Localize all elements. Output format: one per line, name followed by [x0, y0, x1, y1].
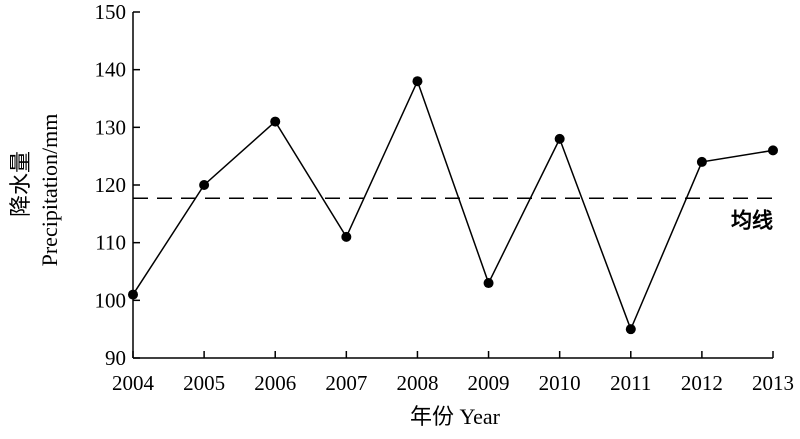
x-tick-label: 2013	[752, 371, 794, 395]
data-point	[128, 289, 138, 300]
x-tick-label: 2012	[681, 371, 723, 395]
x-tick-label: 2009	[468, 371, 510, 395]
data-point	[270, 116, 281, 127]
x-tick-label: 2010	[539, 371, 581, 395]
data-point	[412, 76, 423, 87]
y-tick-label: 150	[95, 0, 127, 24]
x-tick-label: 2011	[610, 371, 651, 395]
y-tick-label: 100	[95, 288, 127, 312]
data-point	[554, 133, 565, 144]
y-tick-label: 130	[95, 115, 127, 139]
data-point	[625, 324, 636, 335]
y-tick-label: 140	[95, 58, 127, 82]
x-tick-label: 2007	[325, 371, 367, 395]
data-point	[483, 278, 494, 289]
y-tick-label: 90	[105, 346, 126, 370]
axes: 90 100 110 120 130 140 150 2004 2005 2006 2007 2008…	[95, 0, 795, 395]
y-axis-title-en: Precipitation/mm	[37, 114, 62, 267]
x-tick-label: 2008	[396, 371, 438, 395]
mean-line-label: 均线	[731, 208, 773, 232]
data-point	[768, 145, 778, 156]
data-point	[199, 180, 210, 190]
data-point	[341, 231, 352, 242]
x-axis-title: 年份 Year	[410, 404, 501, 429]
mean-line-group: 均线	[133, 197, 773, 232]
x-tick-label: 2004	[112, 371, 155, 395]
x-tick-label: 2005	[183, 371, 225, 395]
data-point	[696, 156, 707, 167]
x-tick-label: 2006	[254, 371, 296, 395]
series-line	[132, 79, 774, 332]
y-axis-title-cn: 降水量	[8, 151, 33, 217]
series-group	[128, 76, 778, 335]
y-tick-label: 110	[95, 231, 126, 255]
y-tick-label: 120	[95, 173, 127, 197]
